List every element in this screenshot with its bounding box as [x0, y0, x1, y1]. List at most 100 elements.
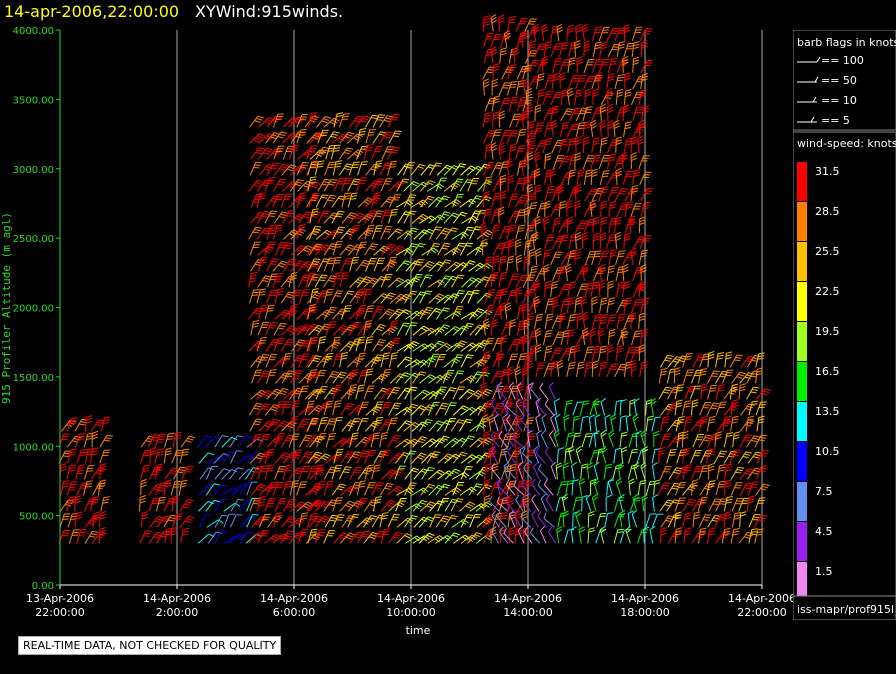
wind-barb: [467, 454, 485, 464]
wind-barb: [418, 516, 435, 528]
wind-barb: [615, 477, 623, 496]
wind-barb: [676, 431, 685, 448]
wind-barb: [583, 58, 595, 74]
wind-barb: [724, 351, 733, 368]
wind-barb: [506, 353, 519, 368]
speed-legend-entry: 19.5: [797, 322, 840, 361]
wind-barb: [272, 178, 287, 192]
wind-barb: [323, 288, 334, 304]
wind-barb: [606, 27, 620, 42]
wind-barb: [630, 184, 639, 201]
wind-barb: [250, 259, 264, 272]
wind-barb: [523, 206, 531, 224]
wind-barb: [444, 402, 457, 416]
wind-barb: [504, 495, 515, 512]
wind-barb: [381, 146, 394, 160]
wind-barb: [616, 281, 625, 297]
wind-barb: [638, 312, 646, 329]
wind-barb: [411, 243, 426, 256]
wind-barb: [256, 403, 271, 416]
wind-barb: [405, 260, 421, 272]
wind-barb: [380, 292, 396, 304]
wind-barb: [552, 57, 562, 73]
wind-barb: [592, 58, 603, 74]
wind-barb: [467, 532, 483, 544]
wind-barb: [90, 467, 106, 480]
wind-barb: [515, 274, 529, 288]
wind-barb: [339, 532, 356, 544]
wind-barb: [198, 500, 214, 512]
wind-barb: [516, 479, 526, 496]
speed-color-swatch: [797, 522, 807, 561]
wind-barb: [281, 401, 292, 416]
wind-barb: [258, 163, 274, 176]
wind-barb: [280, 193, 292, 208]
wind-barb: [745, 435, 761, 448]
wind-barb: [614, 399, 623, 416]
wind-barb: [624, 200, 633, 217]
wind-barb: [214, 435, 229, 448]
wind-barb: [507, 446, 516, 464]
wind-barb: [574, 220, 588, 234]
wind-barb: [323, 418, 337, 432]
wind-barb: [428, 484, 445, 496]
wind-barb: [572, 415, 581, 432]
wind-barb: [364, 464, 375, 480]
wind-barb: [748, 400, 759, 416]
wind-barb: [507, 193, 519, 208]
wind-barb: [99, 434, 113, 448]
wind-barb: [256, 179, 272, 192]
wind-barb: [428, 196, 444, 208]
wind-barb: [404, 359, 422, 368]
wind-barb: [699, 353, 711, 368]
wind-barb: [607, 153, 617, 169]
wind-barb: [317, 210, 330, 224]
wind-barb: [437, 470, 454, 480]
wind-barb: [404, 503, 422, 512]
wind-barb: [498, 82, 511, 96]
wind-barb: [586, 462, 594, 480]
wind-barb: [523, 384, 534, 400]
wind-barb: [533, 462, 540, 480]
wind-barb: [371, 464, 381, 480]
wind-barb: [506, 463, 517, 480]
wind-barb: [582, 311, 590, 329]
wind-barb: [323, 194, 337, 208]
wind-barb: [332, 226, 346, 240]
wind-barb: [517, 461, 524, 480]
wind-barb: [617, 41, 626, 57]
wind-barb: [356, 517, 373, 528]
wind-barb: [509, 509, 516, 528]
wind-barb: [362, 288, 373, 304]
wind-barb: [349, 291, 364, 304]
wind-barb: [622, 170, 634, 186]
wind-barb: [616, 299, 629, 314]
wind-barb: [323, 530, 336, 544]
wind-barb: [483, 479, 491, 496]
wind-barb: [731, 497, 744, 512]
wind-barb: [536, 399, 547, 416]
wind-barb: [325, 453, 342, 464]
wind-barb: [571, 462, 578, 480]
wind-barb: [583, 40, 591, 57]
wind-barb: [418, 532, 435, 544]
wind-barb: [248, 402, 263, 416]
wind-barb: [365, 114, 379, 128]
wind-barb: [307, 304, 317, 320]
wind-barb: [98, 479, 107, 496]
wind-barb: [323, 306, 337, 320]
wind-barb: [620, 446, 628, 464]
wind-barb: [492, 178, 506, 192]
wind-barb: [306, 194, 320, 208]
speed-color-swatch: [797, 322, 807, 361]
wind-barb: [274, 498, 287, 512]
wind-barb: [630, 136, 638, 153]
wind-barb: [484, 304, 495, 320]
wind-barb: [523, 449, 536, 464]
speed-color-swatch: [797, 162, 807, 201]
wind-barb: [341, 305, 352, 320]
wind-barb: [562, 510, 569, 528]
wind-barb: [580, 295, 588, 313]
wind-barb: [332, 240, 343, 256]
wind-barb: [544, 313, 554, 329]
